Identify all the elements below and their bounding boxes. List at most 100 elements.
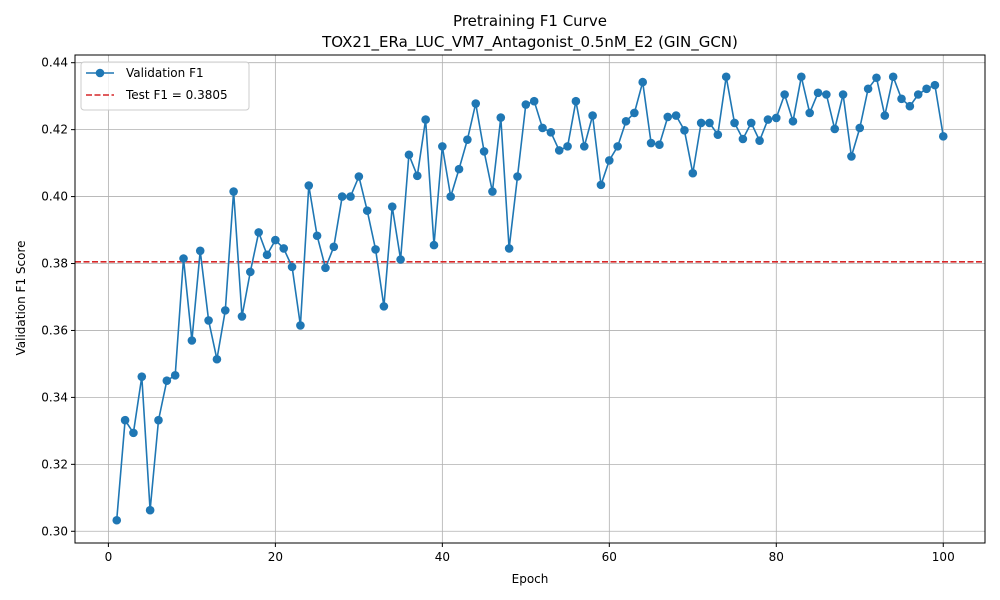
validation-f1-point (897, 94, 906, 104)
y-tick-label: 0.34 (41, 390, 68, 404)
validation-f1-point (454, 164, 464, 174)
validation-f1-point (671, 111, 681, 120)
legend-label-test: Test F1 = 0.3805 (125, 88, 228, 102)
validation-f1-point (204, 316, 213, 325)
validation-f1-point (880, 111, 890, 120)
validation-f1-point (538, 123, 547, 133)
y-tick-label: 0.36 (41, 323, 68, 337)
chart-subtitle: TOX21_ERa_LUC_VM7_Antagonist_0.5nM_E2 (G… (321, 33, 738, 52)
validation-f1-point (112, 515, 122, 525)
validation-f1-point (496, 113, 506, 122)
validation-f1-point (646, 138, 656, 148)
plot-area-frame (74, 54, 986, 544)
validation-f1-point (688, 168, 698, 178)
validation-f1-point (321, 263, 330, 273)
y-tick-label: 0.32 (41, 457, 68, 471)
series-layer (112, 72, 948, 525)
validation-f1-point (630, 108, 639, 118)
validation-f1-point (655, 140, 664, 150)
validation-f1-point (663, 112, 673, 122)
x-axis-ticks: 0 20 40 60 80 100 (105, 543, 955, 564)
validation-f1-point (304, 181, 314, 190)
validation-f1-point (521, 100, 531, 109)
validation-f1-point (421, 115, 430, 124)
validation-f1-point (237, 312, 247, 321)
y-tick-label: 0.44 (41, 56, 68, 70)
validation-f1-point (446, 192, 455, 201)
validation-f1-line (115, 73, 945, 521)
validation-f1-point (187, 336, 197, 345)
validation-f1-point (822, 90, 831, 99)
validation-f1-point (429, 240, 439, 250)
y-tick-label: 0.40 (41, 190, 68, 204)
validation-f1-point (346, 192, 355, 201)
validation-f1-point (463, 135, 472, 144)
validation-f1-point (905, 101, 915, 111)
x-tick-label: 0 (105, 550, 113, 564)
chart-title: Pretraining F1 Curve (453, 12, 607, 30)
validation-f1-point (546, 128, 556, 137)
y-axis-label: Validation F1 Score (14, 240, 28, 355)
y-axis-ticks: 0.30 0.32 0.34 0.36 0.38 0.40 0.42 0.44 (41, 56, 75, 538)
validation-f1-point (154, 415, 163, 425)
validation-f1-point (838, 90, 848, 99)
validation-f1-point (120, 415, 130, 425)
validation-f1-point (262, 250, 272, 260)
x-tick-label: 80 (769, 550, 784, 564)
validation-f1-point (797, 72, 806, 82)
x-tick-label: 20 (268, 550, 283, 564)
validation-f1-point (296, 321, 305, 330)
validation-f1-point (680, 126, 689, 135)
validation-f1-point (713, 130, 723, 139)
validation-f1-point (504, 244, 514, 253)
x-tick-label: 40 (435, 550, 450, 564)
validation-f1-point (212, 354, 222, 364)
validation-f1-point (554, 146, 564, 155)
validation-f1-point (613, 142, 622, 151)
validation-f1-point (387, 202, 397, 211)
validation-f1-point (438, 142, 447, 151)
validation-f1-point (930, 80, 940, 90)
validation-f1-point (362, 206, 372, 215)
validation-f1-point (847, 152, 856, 161)
validation-f1-point (696, 118, 706, 128)
validation-f1-point (279, 244, 289, 253)
validation-f1-point (404, 150, 414, 160)
validation-f1-point (312, 231, 322, 241)
validation-f1-point (763, 115, 773, 124)
validation-f1-point (371, 245, 380, 254)
validation-f1-point (705, 118, 714, 128)
validation-f1-point (805, 108, 814, 118)
legend-label-validation: Validation F1 (126, 66, 204, 80)
validation-f1-point (830, 124, 840, 134)
validation-f1-point (379, 302, 389, 311)
x-tick-label: 100 (932, 550, 955, 564)
validation-f1-point (621, 116, 631, 126)
validation-f1-point (179, 254, 188, 263)
x-tick-label: 60 (602, 550, 617, 564)
validation-f1-point (746, 118, 756, 128)
validation-f1-point (195, 246, 205, 256)
validation-f1-point (730, 118, 739, 128)
validation-f1-point (738, 134, 748, 144)
validation-f1-point (755, 136, 764, 145)
validation-f1-point (271, 235, 280, 245)
legend-box (80, 61, 250, 111)
validation-f1-point (938, 132, 948, 141)
validation-f1-point (913, 90, 923, 99)
validation-f1-point (771, 113, 781, 123)
validation-f1-point (721, 72, 731, 82)
validation-f1-point (137, 372, 147, 381)
validation-f1-point (479, 147, 489, 156)
validation-f1-point (246, 267, 255, 277)
validation-f1-point (488, 187, 497, 196)
legend-swatch-validation-marker (95, 68, 105, 78)
validation-f1-point (254, 228, 263, 237)
validation-f1-point (888, 72, 898, 82)
validation-f1-point (638, 77, 648, 87)
validation-f1-point (337, 192, 347, 201)
validation-f1-point (129, 428, 138, 438)
validation-f1-point (855, 123, 865, 133)
validation-f1-point (529, 96, 539, 106)
